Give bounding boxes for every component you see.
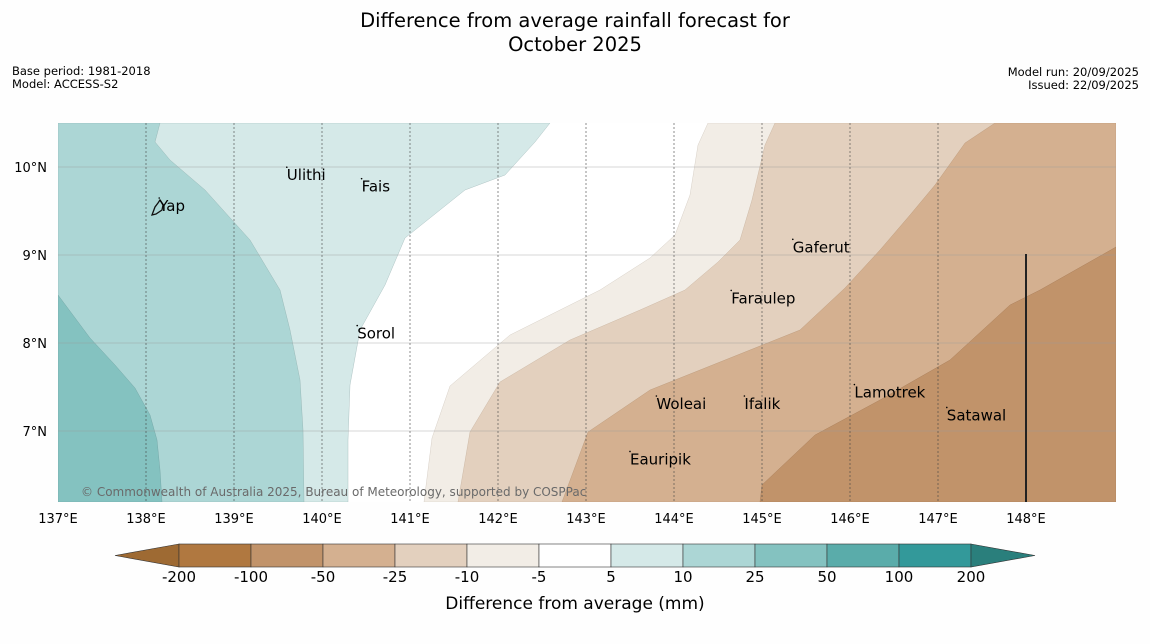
- place-marker-satawal: [946, 406, 948, 409]
- rainfall-contours: [58, 123, 1116, 502]
- colorbar-over-arrow: [970, 543, 1036, 568]
- lat-label-9-n: 9°N: [23, 249, 48, 264]
- colorbar-segment-11: [898, 543, 972, 568]
- place-label-satawal: Satawal: [947, 406, 1006, 424]
- colorbar-segment-10: [826, 543, 900, 568]
- lat-label-8-n: 8°N: [23, 337, 48, 352]
- issued-date: Issued: 22/09/2025: [1028, 78, 1139, 92]
- colorbar-segment-4: [394, 543, 468, 568]
- place-label-sorol: Sorol: [357, 325, 395, 343]
- place-labels: Ulithi Fais Yap Sorol Gaferut Faraulep Lamotre…: [158, 166, 1006, 468]
- lon-label-142-e: 142°E: [478, 512, 518, 527]
- colorbar-tick-minus25: -25: [382, 568, 408, 586]
- place-label-gaferut: Gaferut: [793, 238, 850, 256]
- place-label-woleai: Woleai: [656, 395, 706, 413]
- place-label-ulithi: Ulithi: [287, 166, 326, 184]
- place-label-faraulep: Faraulep: [731, 289, 795, 307]
- place-marker-ulithi: [286, 166, 288, 168]
- colorbar-segment-1: [178, 543, 252, 568]
- lon-label-144-e: 144°E: [654, 512, 694, 527]
- base-period: Base period: 1981-2018: [12, 64, 151, 78]
- copyright-text: © Commonwealth of Australia 2025, Bureau…: [81, 485, 586, 499]
- place-marker-faraulep: [730, 289, 732, 292]
- band-25-to-50: [58, 294, 163, 502]
- map-title: Difference from average rainfall forecas…: [0, 9, 1150, 57]
- lon-label-146-e: 146°E: [830, 512, 870, 527]
- place-marker-yap: [158, 197, 160, 199]
- place-marker-woleai: [655, 395, 658, 397]
- lon-label-137-e: 137°E: [38, 512, 78, 527]
- place-label-yap: Yap: [158, 197, 185, 215]
- lon-label-138-e: 138°E: [126, 512, 166, 527]
- lat-label-7-n: 7°N: [23, 425, 48, 440]
- latitude-gridlines: [58, 166, 1116, 432]
- colorbar-tick-50: 50: [817, 568, 837, 586]
- model-name: Model: ACCESS-S2: [12, 77, 119, 91]
- colorbar-segment-6: [538, 543, 612, 568]
- colorbar-segment-7: [610, 543, 684, 568]
- lon-label-147-e: 147°E: [918, 512, 958, 527]
- longitude-gridlines: [145, 123, 939, 502]
- lon-label-141-e: 141°E: [390, 512, 430, 527]
- colorbar-under-arrow: [114, 543, 180, 568]
- place-marker-lamotrek: [853, 383, 856, 386]
- lon-label-140-e: 140°E: [302, 512, 342, 527]
- place-marker-eauripik: [629, 450, 631, 453]
- meta-left: Base period: 1981-2018 Model: ACCESS-S2: [12, 65, 151, 91]
- colorbar: [114, 543, 1036, 568]
- colorbar-tick-100: 100: [884, 568, 914, 586]
- colorbar-tick-minus10: -10: [454, 568, 480, 586]
- title-line-1: Difference from average rainfall forecas…: [360, 9, 790, 32]
- lon-label-143-e: 143°E: [566, 512, 606, 527]
- place-marker-gaferut: [792, 238, 794, 241]
- colorbar-segment-9: [754, 543, 828, 568]
- model-run: Model run: 20/09/2025: [1007, 65, 1139, 79]
- place-marker-fais: [360, 177, 363, 180]
- place-label-ifalik: Ifalik: [744, 395, 780, 413]
- place-label-eauripik: Eauripik: [630, 450, 691, 468]
- place-marker-ifalik: [743, 395, 746, 397]
- colorbar-tick-minus100: -100: [233, 568, 269, 586]
- place-label-fais: Fais: [362, 178, 391, 196]
- colorbar-segment-3: [322, 543, 396, 568]
- title-line-2: October 2025: [508, 33, 642, 56]
- colorbar-tick-minus50: -50: [310, 568, 336, 586]
- colorbar-segment-8: [682, 543, 756, 568]
- yap-island-shape: [150, 198, 164, 216]
- colorbar-tick-labels: -200 -100 -50 -25 -10 -5 5 10 25 50 100 200: [0, 568, 1150, 588]
- colorbar-tick-10: 10: [673, 568, 693, 586]
- lon-label-139-e: 139°E: [214, 512, 254, 527]
- colorbar-tick-5: 5: [606, 568, 616, 586]
- lon-label-148-e: 148°E: [1006, 512, 1046, 527]
- place-marker-sorol: [356, 324, 359, 327]
- lat-label-10-n: 10°N: [14, 161, 47, 176]
- colorbar-segment-2: [250, 543, 324, 568]
- colorbar-tick-200: 200: [956, 568, 986, 586]
- colorbar-segment-5: [466, 543, 540, 568]
- colorbar-tick-25: 25: [745, 568, 765, 586]
- colorbar-tick-minus5: -5: [531, 568, 547, 586]
- place-label-lamotrek: Lamotrek: [854, 384, 925, 402]
- meta-right: Model run: 20/09/2025 Issued: 22/09/2025: [1008, 66, 1139, 92]
- axis-labels: 137°E 138°E 139°E 140°E 141°E 142°E 143°E 144°E…: [14, 161, 1046, 527]
- colorbar-tick-minus200: -200: [161, 568, 197, 586]
- lon-label-145-e: 145°E: [742, 512, 782, 527]
- colorbar-title: Difference from average (mm): [445, 594, 705, 614]
